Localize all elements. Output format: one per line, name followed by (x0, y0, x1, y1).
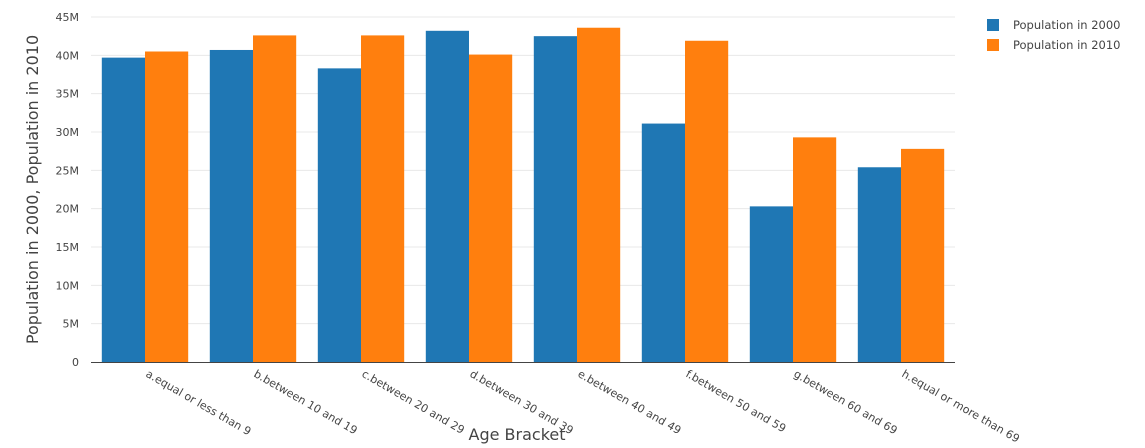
bar[interactable] (145, 51, 189, 363)
bar[interactable] (641, 123, 685, 362)
x-tick-label: g.between 60 and 69 (792, 367, 900, 437)
x-tick-label: a.equal or less than 9 (144, 367, 254, 438)
x-tick-label: f.between 50 and 59 (684, 367, 789, 435)
bar[interactable] (793, 137, 837, 362)
y-tick-label: 45M (56, 11, 80, 24)
y-tick-label: 10M (56, 279, 80, 292)
bar[interactable] (253, 35, 297, 363)
y-axis-title: Population in 2000, Population in 2010 (23, 35, 42, 344)
bar[interactable] (901, 148, 945, 362)
y-tick-label: 20M (56, 203, 80, 216)
y-tick-label: 40M (56, 49, 80, 62)
x-tick-label: h.equal or more than 69 (900, 367, 1022, 445)
bar[interactable] (857, 167, 901, 362)
bar[interactable] (685, 40, 729, 363)
y-axis-ticks: 0 5M 10M 15M 20M 25M 30M 35M 40M 45M (56, 11, 80, 369)
bar[interactable] (749, 206, 793, 362)
bar[interactable] (425, 30, 469, 363)
y-tick-label: 5M (63, 318, 80, 331)
y-tick-label: 0 (72, 356, 79, 369)
y-tick-label: 25M (56, 164, 80, 177)
bar[interactable] (469, 54, 513, 363)
x-tick-label: e.between 40 and 49 (576, 367, 684, 437)
bar[interactable] (577, 27, 621, 362)
legend-swatch[interactable] (987, 39, 999, 51)
x-axis-title: Age Bracket (469, 425, 566, 444)
x-axis-ticks: a.equal or less than 9b.between 10 and 1… (144, 367, 1022, 445)
bar[interactable] (209, 49, 253, 362)
y-tick-label: 15M (56, 241, 80, 254)
legend: Population in 2000 Population in 2010 (987, 18, 1120, 52)
legend-label: Population in 2000 (1013, 18, 1120, 32)
y-tick-label: 35M (56, 88, 80, 101)
bar[interactable] (533, 36, 577, 363)
legend-label: Population in 2010 (1013, 38, 1120, 52)
bar[interactable] (101, 57, 145, 363)
x-tick-label: c.between 20 and 29 (360, 367, 467, 436)
bars (101, 27, 945, 363)
y-tick-label: 30M (56, 126, 80, 139)
bar[interactable] (361, 35, 405, 363)
legend-swatch[interactable] (987, 19, 999, 31)
x-tick-label: b.between 10 and 19 (252, 367, 360, 437)
bar[interactable] (317, 68, 361, 362)
